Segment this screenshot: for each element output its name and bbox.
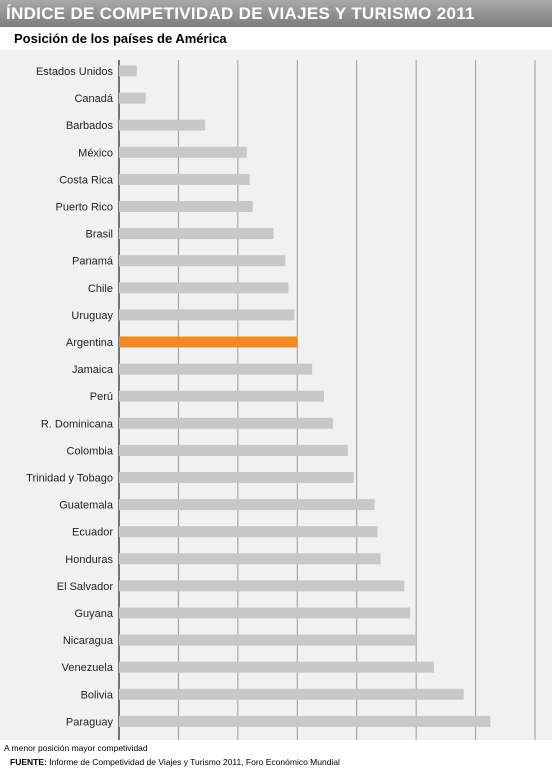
bar	[119, 65, 137, 77]
bar	[119, 661, 434, 673]
bar	[119, 634, 417, 646]
category-label: Nicaragua	[63, 635, 114, 647]
chart-title-bar: ÍNDICE DE COMPETIVIDAD DE VIAJES Y TURIS…	[0, 0, 552, 27]
bar	[119, 201, 253, 212]
bar	[119, 444, 348, 456]
source-line: FUENTE: Informe de Competividad de Viaje…	[10, 757, 340, 767]
bar	[119, 417, 333, 429]
bar	[119, 688, 464, 700]
category-label: Barbados	[66, 120, 114, 132]
bar	[119, 309, 295, 321]
chart-subtitle: Posición de los países de América	[14, 31, 227, 46]
source-text: Informe de Competividad de Viajes y Turi…	[49, 757, 340, 767]
bar	[119, 472, 354, 483]
category-label: Colombia	[67, 445, 114, 457]
category-label: Puerto Rico	[56, 202, 113, 214]
bar	[119, 92, 146, 104]
category-label: Panamá	[72, 256, 114, 268]
bar	[119, 607, 411, 619]
category-label: Bolivia	[81, 689, 114, 701]
category-label: Costa Rica	[59, 174, 114, 186]
bar	[119, 580, 405, 592]
category-label: Trinidad y Tobago	[26, 473, 113, 485]
category-label: Honduras	[65, 554, 113, 566]
bar-chart: Estados Unidos Canadá Barbados México Costa …	[26, 60, 536, 740]
bar	[119, 255, 286, 267]
bar	[119, 146, 247, 158]
chart-note: A menor posición mayor competividad	[4, 743, 148, 753]
category-label: Guatemala	[59, 500, 114, 512]
bar	[119, 553, 381, 565]
bar-highlighted	[119, 336, 298, 348]
category-label: Estados Unidos	[36, 66, 114, 78]
category-label: Argentina	[66, 337, 114, 349]
category-label: Jamaica	[72, 364, 114, 376]
category-label: México	[78, 147, 113, 159]
category-label: Perú	[90, 391, 113, 403]
bar	[119, 282, 289, 294]
category-label: Guyana	[74, 608, 113, 620]
bar	[119, 173, 250, 185]
category-label: Venezuela	[62, 662, 114, 674]
category-label: Paraguay	[66, 716, 114, 728]
category-label: Chile	[88, 283, 113, 295]
source-label: FUENTE:	[10, 757, 47, 767]
bar	[119, 363, 313, 375]
bar	[119, 390, 325, 402]
bar	[119, 526, 378, 538]
bar	[119, 715, 491, 727]
category-label: Uruguay	[71, 310, 113, 322]
category-label: Canadá	[74, 93, 113, 105]
bar	[119, 499, 375, 511]
category-label: El Salvador	[57, 581, 114, 593]
chart-panel: Estados Unidos Canadá Barbados México Costa …	[0, 50, 552, 740]
bar	[119, 228, 274, 240]
chart-title: ÍNDICE DE COMPETIVIDAD DE VIAJES Y TURIS…	[6, 4, 475, 23]
category-label: R. Dominicana	[41, 418, 114, 430]
category-label: Brasil	[85, 229, 113, 241]
bar	[119, 119, 206, 131]
category-label: Ecuador	[72, 527, 113, 539]
